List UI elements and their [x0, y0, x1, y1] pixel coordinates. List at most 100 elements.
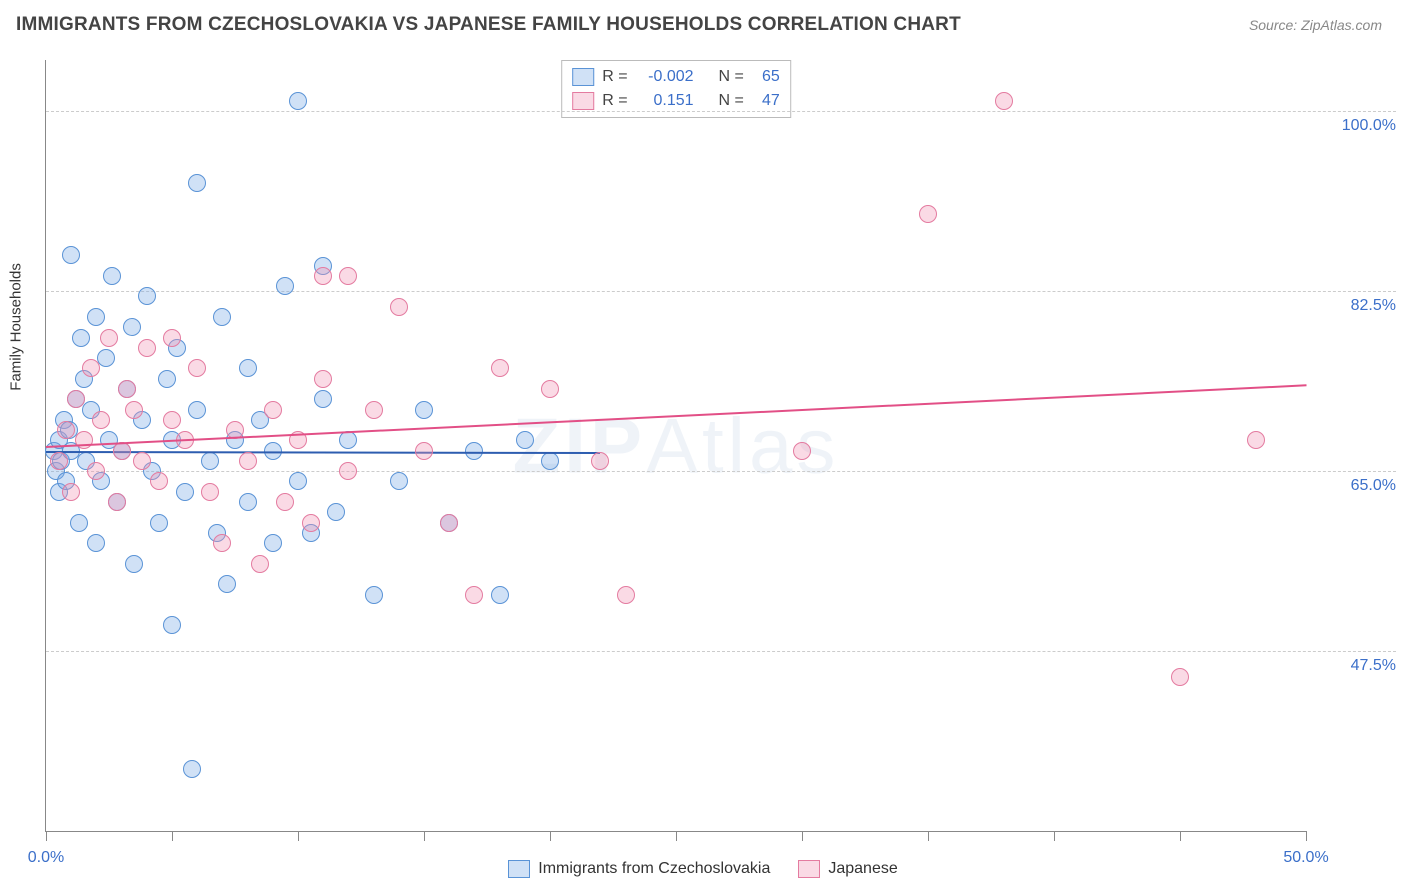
stats-legend-row: R = -0.002 N = 65 — [572, 65, 780, 89]
scatter-point — [591, 452, 609, 470]
x-tick — [1180, 831, 1181, 841]
source-attribution: Source: ZipAtlas.com — [1249, 17, 1382, 33]
scatter-point — [87, 534, 105, 552]
y-tick-label: 47.5% — [1343, 657, 1396, 675]
scatter-point — [201, 452, 219, 470]
x-tick — [1054, 831, 1055, 841]
scatter-point — [239, 359, 257, 377]
x-tick — [550, 831, 551, 841]
x-tick — [172, 831, 173, 841]
scatter-point — [133, 452, 151, 470]
x-tick — [928, 831, 929, 841]
legend-label: Japanese — [828, 860, 897, 878]
scatter-point — [264, 401, 282, 419]
scatter-point — [97, 349, 115, 367]
scatter-point — [72, 329, 90, 347]
y-axis-title: Family Households — [8, 263, 25, 391]
gridline — [46, 471, 1396, 472]
scatter-point — [289, 472, 307, 490]
gridline — [46, 651, 1396, 652]
scatter-point — [276, 277, 294, 295]
page-title: IMMIGRANTS FROM CZECHOSLOVAKIA VS JAPANE… — [16, 14, 961, 36]
scatter-point — [390, 472, 408, 490]
scatter-point — [491, 586, 509, 604]
scatter-point — [87, 308, 105, 326]
series-legend: Immigrants from Czechoslovakia Japanese — [0, 860, 1406, 878]
scatter-point — [1171, 668, 1189, 686]
x-tick — [676, 831, 677, 841]
scatter-point — [491, 359, 509, 377]
scatter-point — [339, 431, 357, 449]
scatter-point — [67, 390, 85, 408]
x-tick — [1306, 831, 1307, 841]
scatter-point — [365, 586, 383, 604]
scatter-point — [188, 359, 206, 377]
n-value: 47 — [752, 89, 780, 113]
scatter-point — [70, 514, 88, 532]
scatter-point — [163, 329, 181, 347]
scatter-point — [92, 411, 110, 429]
watermark-bold: ZIP — [513, 401, 646, 489]
watermark: ZIPAtlas — [513, 400, 840, 491]
n-value: 65 — [752, 65, 780, 89]
scatter-point — [302, 514, 320, 532]
scatter-point — [793, 442, 811, 460]
scatter-point — [289, 92, 307, 110]
scatter-point — [150, 472, 168, 490]
n-label: N = — [718, 65, 743, 89]
scatter-point — [75, 431, 93, 449]
scatter-point — [251, 555, 269, 573]
y-tick-label: 82.5% — [1343, 297, 1396, 315]
scatter-point — [314, 370, 332, 388]
scatter-point — [218, 575, 236, 593]
scatter-point — [213, 534, 231, 552]
scatter-point — [183, 760, 201, 778]
scatter-point — [201, 483, 219, 501]
scatter-point — [314, 390, 332, 408]
x-tick — [298, 831, 299, 841]
scatter-point — [163, 411, 181, 429]
scatter-point — [465, 586, 483, 604]
scatter-point — [390, 298, 408, 316]
scatter-point — [50, 452, 68, 470]
stats-legend-row: R =0.151 N =47 — [572, 89, 780, 113]
x-tick — [46, 831, 47, 841]
r-value: -0.002 — [636, 65, 694, 89]
legend-swatch — [572, 92, 594, 110]
scatter-point — [465, 442, 483, 460]
scatter-point — [541, 452, 559, 470]
scatter-point — [125, 555, 143, 573]
scatter-point — [995, 92, 1013, 110]
scatter-point — [188, 174, 206, 192]
scatter-point — [158, 370, 176, 388]
r-label: R = — [602, 65, 627, 89]
scatter-point — [176, 483, 194, 501]
gridline — [46, 291, 1396, 292]
legend-label: Immigrants from Czechoslovakia — [538, 860, 770, 878]
scatter-point — [617, 586, 635, 604]
scatter-point — [264, 534, 282, 552]
y-tick-label: 65.0% — [1343, 477, 1396, 495]
scatter-point — [339, 462, 357, 480]
scatter-point — [239, 493, 257, 511]
scatter-point — [339, 267, 357, 285]
x-tick — [802, 831, 803, 841]
scatter-point — [188, 401, 206, 419]
scatter-point — [365, 401, 383, 419]
scatter-point — [62, 246, 80, 264]
scatter-point — [541, 380, 559, 398]
scatter-point — [138, 339, 156, 357]
scatter-point — [919, 205, 937, 223]
scatter-point — [62, 483, 80, 501]
scatter-point — [118, 380, 136, 398]
scatter-point — [415, 401, 433, 419]
n-label: N = — [718, 89, 743, 113]
legend-swatch — [572, 68, 594, 86]
scatter-point — [150, 514, 168, 532]
scatter-point — [327, 503, 345, 521]
scatter-point — [125, 401, 143, 419]
scatter-point — [276, 493, 294, 511]
scatter-point — [213, 308, 231, 326]
legend-swatch — [798, 860, 820, 878]
legend-swatch — [508, 860, 530, 878]
